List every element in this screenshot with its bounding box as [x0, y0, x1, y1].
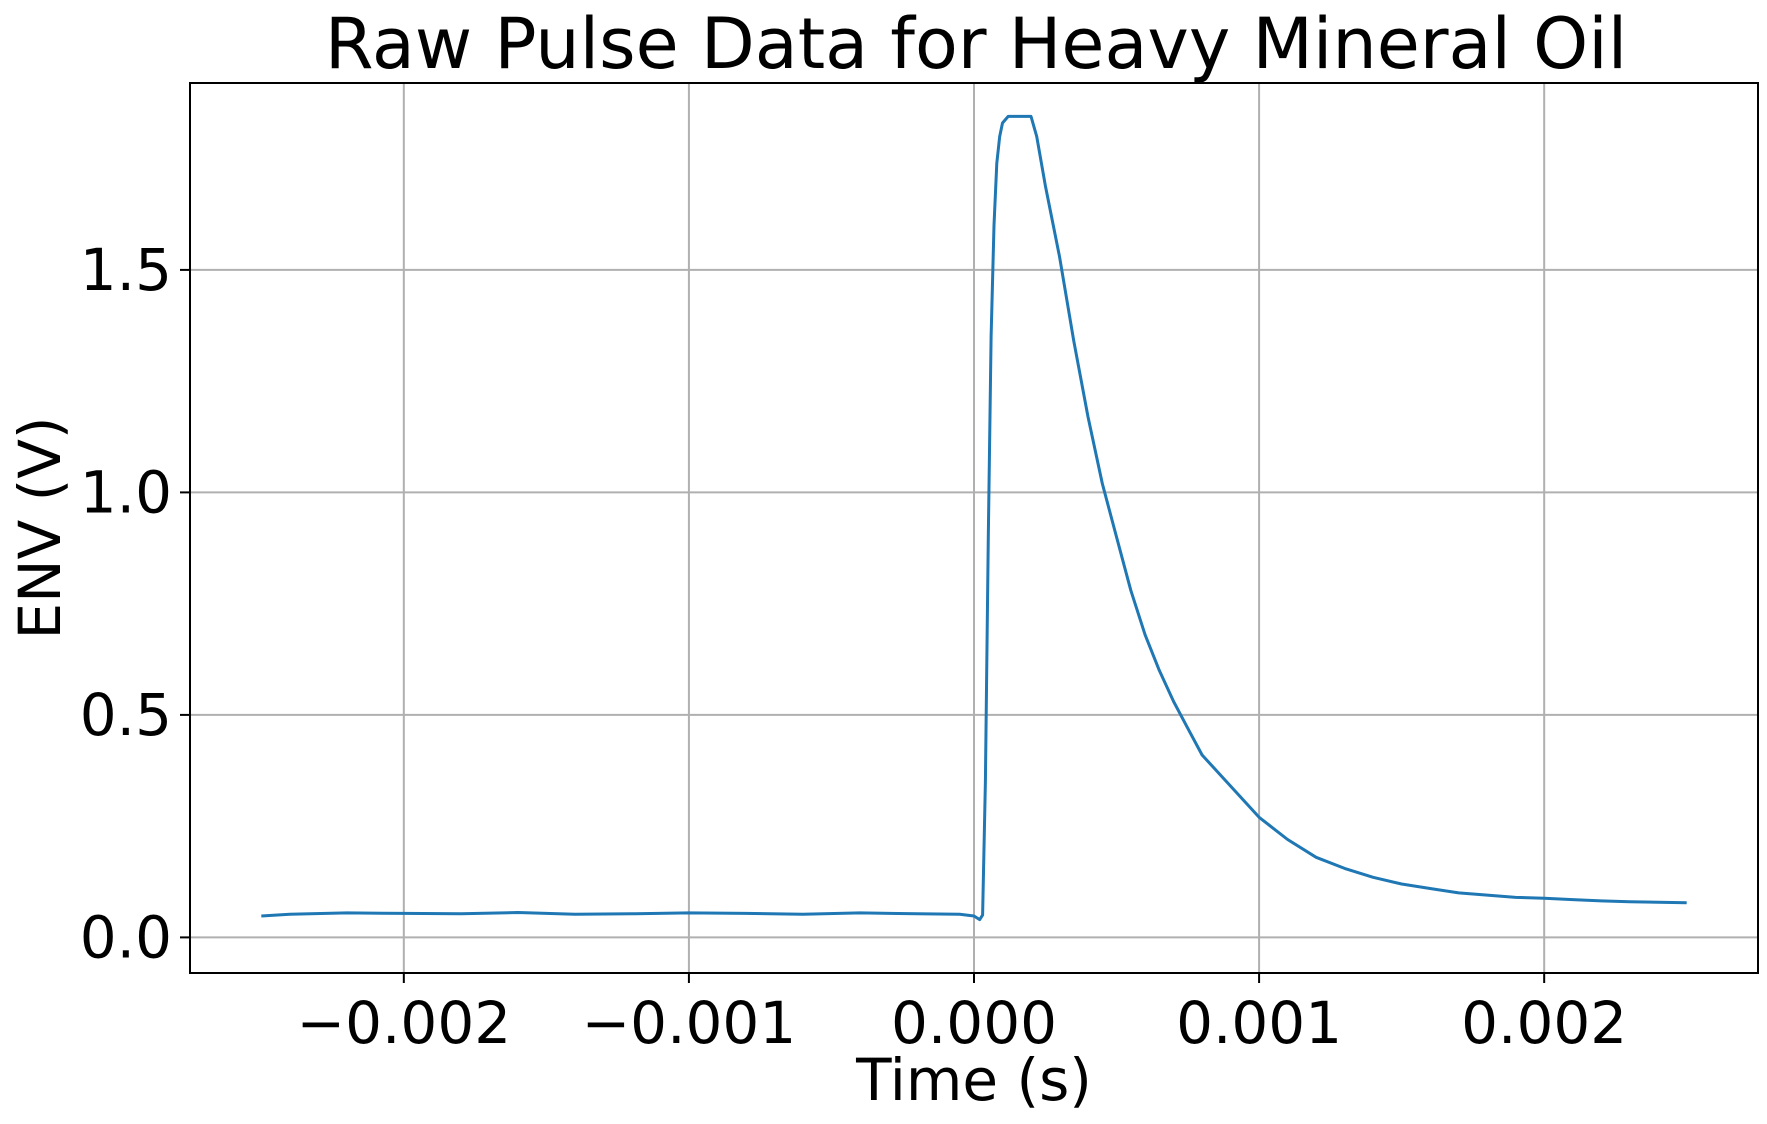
y-tick-label: 1.5	[80, 236, 172, 304]
x-tick-label: 0.002	[1461, 989, 1627, 1057]
x-tick-label: −0.002	[296, 989, 511, 1057]
axis-ticks: −0.002 −0.001 0.000 0.001 0.002 0.0 0.5 1.0 1.5	[80, 236, 1627, 1057]
x-tick-label: −0.001	[582, 989, 797, 1057]
y-tick-label: 0.0	[80, 903, 172, 971]
y-tick-label: 1.0	[80, 458, 172, 526]
chart-title: Raw Pulse Data for Heavy Mineral Oil	[325, 3, 1627, 85]
x-tick-label: 0.001	[1176, 989, 1342, 1057]
x-axis-label: Time (s)	[855, 1046, 1092, 1114]
series-line	[261, 114, 1687, 922]
y-axis-label: ENV (V)	[6, 416, 74, 639]
series-layer	[261, 114, 1687, 922]
x-tick-label: 0.000	[891, 989, 1057, 1057]
grid-lines	[190, 83, 1758, 973]
y-tick-label: 0.5	[80, 681, 172, 749]
